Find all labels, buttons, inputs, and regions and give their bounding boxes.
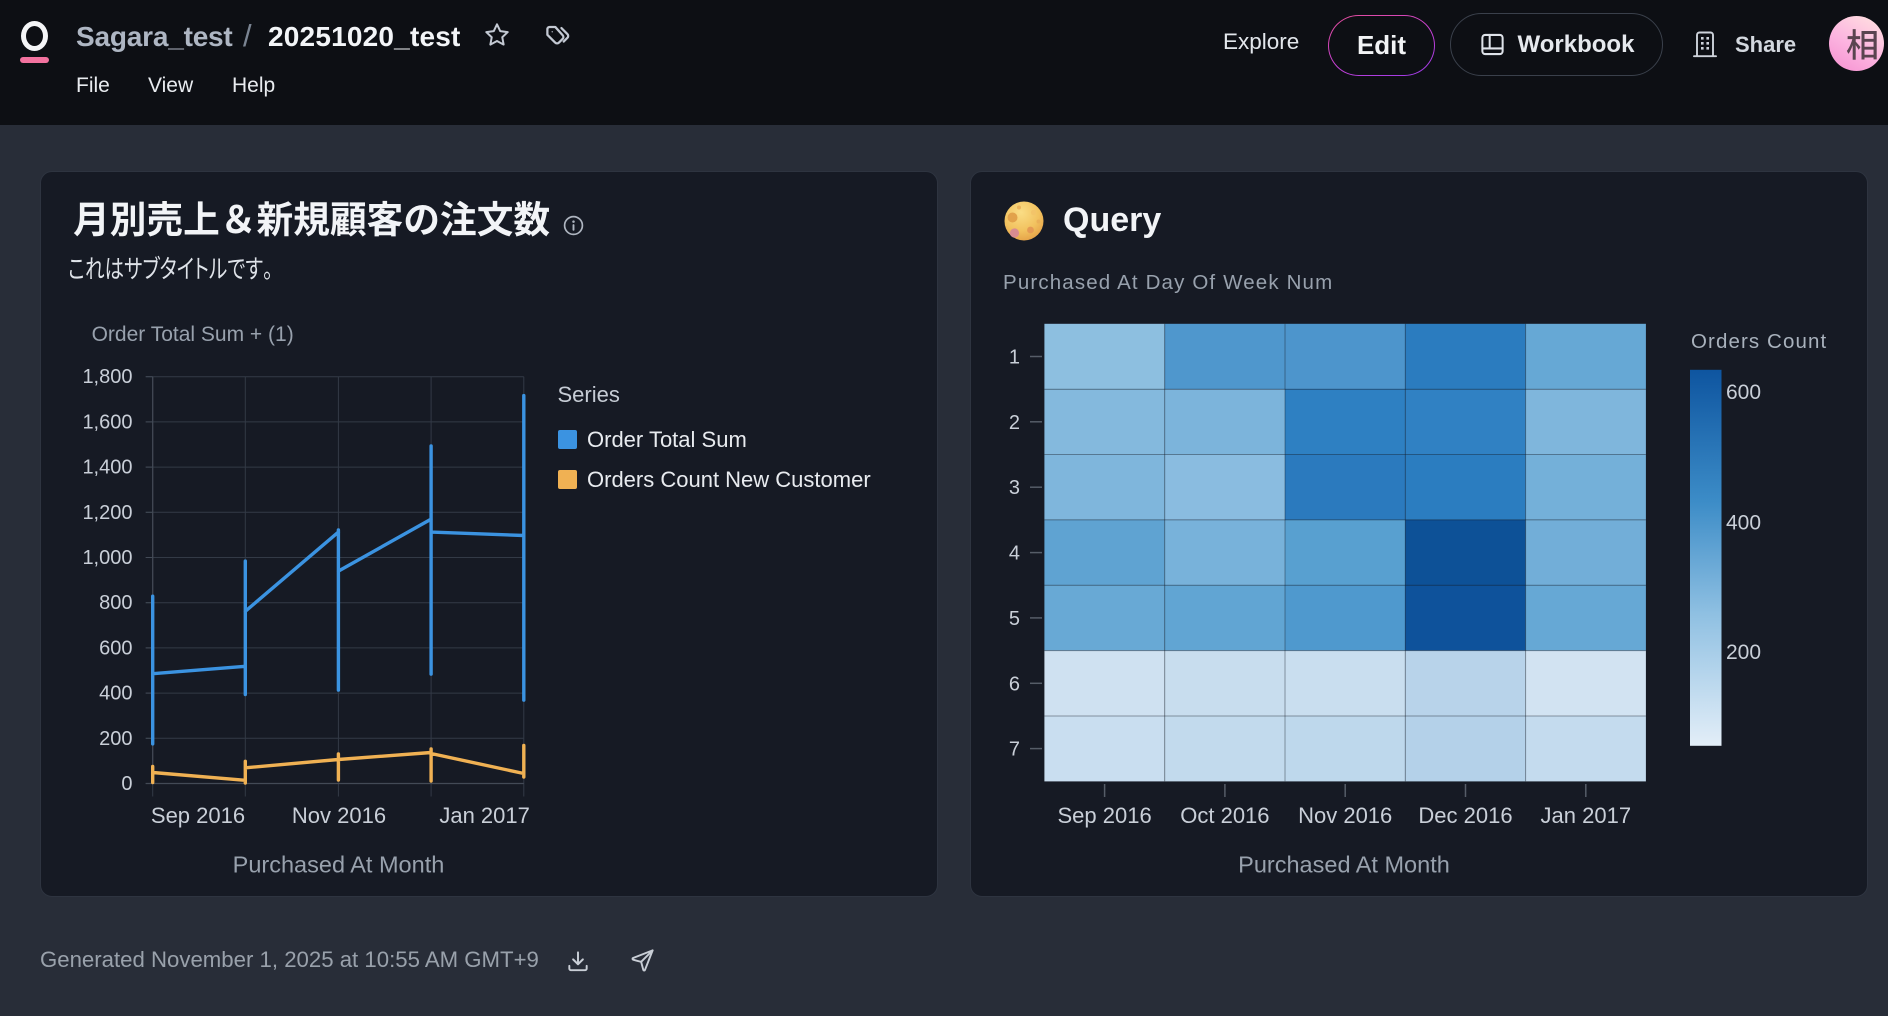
svg-text:5: 5 [1009, 608, 1020, 630]
svg-text:800: 800 [99, 592, 132, 614]
svg-text:1,800: 1,800 [82, 366, 132, 388]
svg-text:1,400: 1,400 [82, 457, 132, 479]
svg-text:Nov 2016: Nov 2016 [1298, 803, 1392, 828]
svg-text:1: 1 [1009, 347, 1020, 369]
svg-text:200: 200 [99, 728, 132, 750]
svg-text:Oct 2016: Oct 2016 [1180, 803, 1269, 828]
svg-text:Dec 2016: Dec 2016 [1418, 803, 1512, 828]
svg-text:3: 3 [1009, 477, 1020, 499]
svg-text:Series: Series [558, 382, 620, 407]
svg-text:1,200: 1,200 [82, 502, 132, 524]
svg-text:7: 7 [1009, 739, 1020, 761]
svg-text:Sep 2016: Sep 2016 [151, 803, 245, 828]
svg-text:200: 200 [1726, 641, 1761, 664]
svg-text:600: 600 [1726, 381, 1761, 404]
svg-text:0: 0 [121, 773, 132, 795]
svg-text:4: 4 [1009, 543, 1020, 565]
svg-text:6: 6 [1009, 673, 1020, 695]
svg-text:Purchased At Month: Purchased At Month [1238, 852, 1450, 878]
svg-text:Purchased At Month: Purchased At Month [233, 852, 445, 878]
svg-text:600: 600 [99, 637, 132, 659]
svg-text:Purchased At Day Of Week Num: Purchased At Day Of Week Num [1003, 271, 1333, 294]
svg-text:Order Total Sum + (1): Order Total Sum + (1) [92, 323, 294, 346]
svg-text:1,600: 1,600 [82, 411, 132, 433]
svg-text:Jan 2017: Jan 2017 [439, 803, 530, 828]
svg-text:Nov 2016: Nov 2016 [292, 803, 386, 828]
svg-text:Sep 2016: Sep 2016 [1057, 803, 1151, 828]
svg-text:400: 400 [1726, 512, 1761, 535]
svg-text:2: 2 [1009, 412, 1020, 434]
svg-text:1,000: 1,000 [82, 547, 132, 569]
svg-text:Order Total Sum: Order Total Sum [587, 427, 747, 452]
svg-text:Orders Count: Orders Count [1691, 330, 1827, 353]
svg-text:Orders Count New Customer: Orders Count New Customer [587, 467, 871, 492]
svg-text:Jan 2017: Jan 2017 [1541, 803, 1632, 828]
svg-text:400: 400 [99, 683, 132, 705]
